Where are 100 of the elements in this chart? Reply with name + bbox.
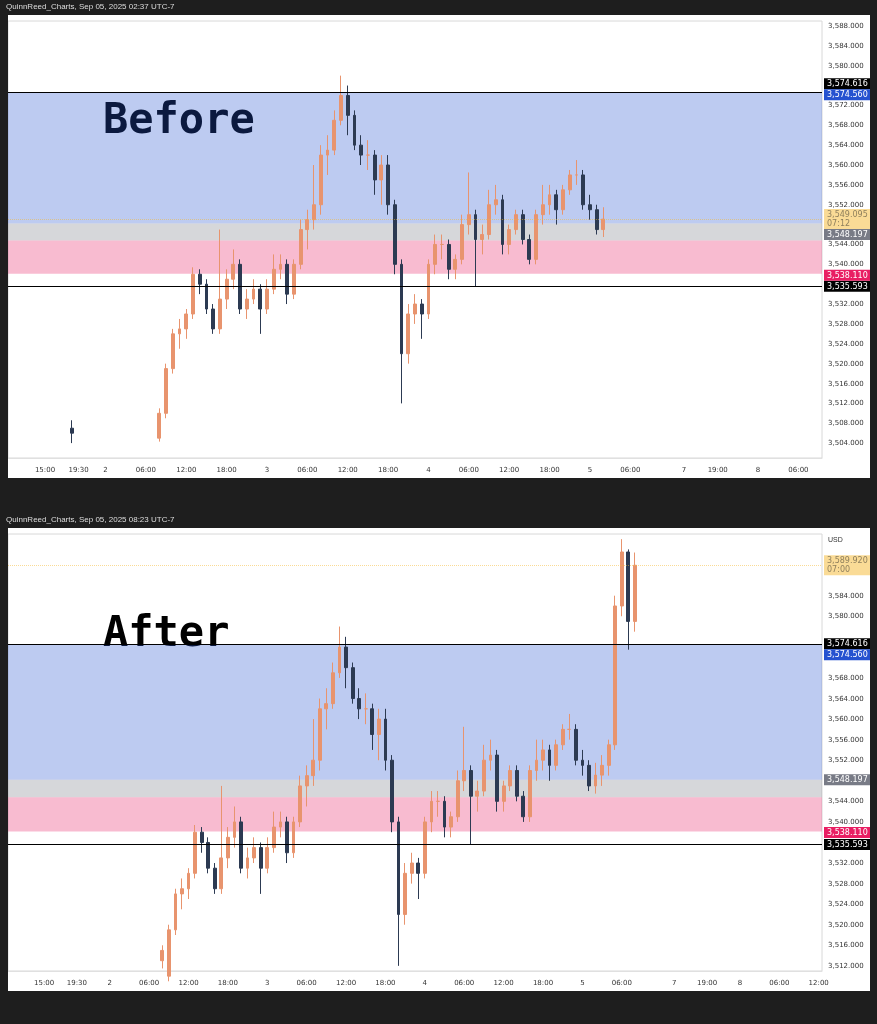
candlestick [495, 749, 499, 813]
candlestick [567, 713, 571, 741]
candlestick [443, 795, 446, 838]
candlestick [319, 144, 323, 216]
candlestick [225, 268, 229, 310]
candlestick [339, 75, 343, 126]
candlestick [514, 209, 518, 236]
candlestick [601, 206, 605, 238]
candlestick [238, 258, 242, 315]
candlestick [246, 847, 249, 879]
candlestick [370, 703, 374, 751]
candlestick [226, 826, 230, 869]
candlestick [164, 363, 168, 419]
candlestick [480, 224, 484, 255]
candlestick [469, 764, 473, 846]
band-label: 3,574.560 [827, 90, 868, 100]
candlestick [561, 723, 565, 751]
candlestick [554, 739, 558, 771]
candlestick [541, 739, 545, 771]
candlestick [357, 687, 361, 720]
candlestick [219, 785, 223, 895]
candlestick [353, 109, 356, 151]
candlestick [433, 234, 437, 275]
ref-line-label: 3,535.593 [827, 281, 868, 291]
candlestick [420, 298, 424, 340]
ref-line-label: 3,549.095 07:12 [827, 210, 868, 229]
candlestick [331, 662, 335, 710]
candlestick [528, 764, 532, 823]
candlestick [198, 268, 202, 295]
candlestick [568, 169, 572, 196]
candlestick [390, 754, 394, 833]
candlestick [501, 194, 504, 255]
candlestick [171, 328, 175, 375]
candlestick [311, 718, 315, 787]
candlestick [440, 234, 444, 260]
candlestick [541, 184, 545, 226]
candlestick [600, 754, 604, 787]
band-label: 3,538.110 [827, 828, 868, 838]
candlestick [413, 293, 417, 325]
candlestick [233, 805, 236, 849]
candlestick [453, 253, 457, 280]
candlestick [191, 266, 195, 320]
candlestick [406, 303, 410, 365]
candlestick [305, 209, 309, 250]
candlestick [174, 888, 177, 936]
candlestick [521, 790, 525, 823]
candlestick [239, 816, 243, 874]
candlestick [231, 248, 235, 290]
candlestick [607, 739, 611, 777]
candlestick [613, 595, 617, 751]
candlestick [393, 199, 397, 275]
candlestick [265, 278, 269, 315]
candlestick [384, 708, 387, 771]
candlestick [285, 816, 289, 864]
candlestick [167, 924, 171, 982]
candlestick [205, 278, 208, 315]
ref-line-label: 3,535.593 [827, 840, 868, 850]
candlestick [430, 790, 433, 833]
candlestick [218, 229, 222, 335]
candlestick [279, 253, 282, 280]
candlestick [386, 154, 390, 216]
candlestick [299, 219, 303, 270]
candlestick [587, 759, 591, 792]
candlestick [292, 816, 295, 859]
annotation: After [103, 606, 230, 656]
candlestick [344, 636, 348, 689]
candlestick [200, 826, 204, 854]
candlestick [467, 171, 471, 236]
candlestick [305, 764, 309, 807]
candlestick [318, 698, 322, 771]
band-label: 3,548.197 [827, 230, 868, 240]
candlestick [351, 662, 355, 705]
candlestick [332, 109, 336, 156]
candlestick [184, 308, 188, 340]
candlestick [494, 184, 498, 216]
candlestick [292, 258, 296, 300]
candlestick [482, 744, 486, 797]
candlestick [373, 149, 377, 196]
candlestick [581, 169, 585, 211]
candlestick [160, 944, 164, 969]
candlestick [548, 184, 551, 216]
candlestick [346, 85, 350, 136]
candlestick [521, 209, 525, 245]
candlestick [456, 769, 460, 823]
candlestick [462, 726, 466, 792]
candlestick [620, 538, 624, 617]
candlestick [359, 134, 363, 166]
candlestick [588, 194, 592, 221]
candlestick [206, 836, 210, 874]
candlestick [515, 764, 519, 802]
candlestick [272, 253, 276, 295]
candlestick [626, 548, 630, 651]
candlestick [157, 407, 161, 443]
candlestick [326, 134, 329, 176]
candlestick [534, 209, 538, 265]
candlestick [377, 708, 381, 761]
candlestick [502, 780, 506, 813]
ref-line-label: 3,589.920 07:00 [827, 556, 868, 575]
candlestick [423, 816, 427, 879]
candlestick [403, 862, 407, 926]
